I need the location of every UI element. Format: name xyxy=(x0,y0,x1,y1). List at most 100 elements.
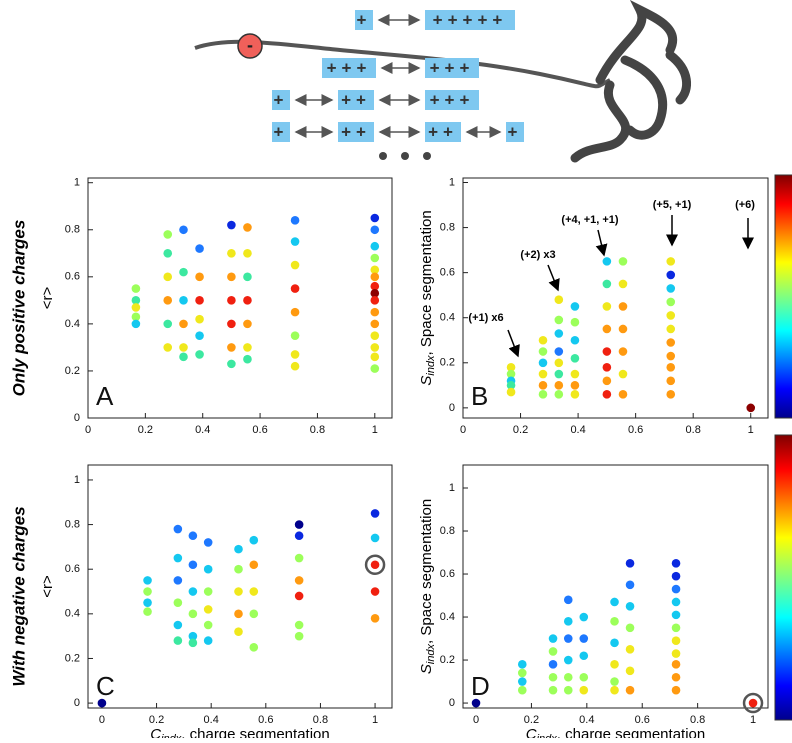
data-point xyxy=(370,343,380,352)
axis-label: Cindx, charge segmentation xyxy=(526,726,705,738)
annotation: (+4, +1, +1) xyxy=(561,214,619,226)
data-point xyxy=(370,613,380,623)
data-point xyxy=(195,244,204,253)
data-point xyxy=(602,362,612,372)
data-point xyxy=(579,634,589,643)
annotation: (+1) x6 xyxy=(468,312,503,324)
y-tick-label: 0 xyxy=(74,412,80,424)
data-point xyxy=(538,390,548,399)
axis-label-part: C xyxy=(150,726,161,738)
data-point xyxy=(370,307,380,317)
plot-frame xyxy=(462,177,769,419)
x-tick-label: 0.6 xyxy=(635,714,650,726)
x-tick-label: 0.6 xyxy=(252,424,267,436)
data-point xyxy=(370,265,380,275)
data-point xyxy=(610,677,619,686)
x-tick-label: 1 xyxy=(372,714,378,726)
x-tick-label: 0.4 xyxy=(570,424,585,436)
data-point xyxy=(195,331,204,340)
plot-frame xyxy=(87,464,393,709)
y-tick-label: 0.6 xyxy=(440,267,455,279)
data-point xyxy=(370,281,380,291)
data-point xyxy=(570,353,580,363)
data-point xyxy=(234,627,243,636)
charge-text: +++ xyxy=(430,58,475,77)
x-tick-label: 0.2 xyxy=(149,714,164,726)
x-tick-label: 0.2 xyxy=(138,424,153,436)
data-point xyxy=(370,364,380,373)
charge-block xyxy=(425,58,479,78)
data-point xyxy=(563,617,573,626)
data-point xyxy=(746,403,756,413)
panel-letter: C xyxy=(96,671,115,701)
data-point xyxy=(294,553,304,563)
data-point xyxy=(563,634,573,643)
data-point xyxy=(188,631,198,641)
data-point xyxy=(227,272,236,282)
data-point xyxy=(290,237,300,246)
data-point xyxy=(370,509,380,518)
data-point xyxy=(471,698,481,708)
data-point xyxy=(666,311,676,320)
data-point xyxy=(666,390,676,399)
data-point xyxy=(163,272,173,282)
data-point xyxy=(579,685,589,695)
data-point xyxy=(294,631,304,641)
negative-charge xyxy=(237,33,263,59)
data-point xyxy=(666,362,676,372)
x-tick-label: 0 xyxy=(99,714,105,726)
y-tick-label: 1 xyxy=(449,176,455,188)
data-point xyxy=(227,296,236,305)
data-point xyxy=(179,267,188,277)
data-point xyxy=(506,362,516,372)
data-point xyxy=(610,638,619,648)
data-point xyxy=(370,587,380,596)
charge-text: ++ xyxy=(341,122,371,141)
data-point xyxy=(602,324,612,334)
x-tick-label: 0.4 xyxy=(579,714,594,726)
row-label: Only positive charges xyxy=(9,220,28,397)
charge-block xyxy=(338,122,374,142)
x-tick-label: 0.6 xyxy=(628,424,643,436)
data-point xyxy=(234,609,243,619)
data-point xyxy=(570,381,580,390)
data-point xyxy=(243,272,252,282)
data-point xyxy=(249,535,259,545)
data-point xyxy=(625,623,635,633)
charge-text: + xyxy=(274,122,289,141)
axis-label-part: C xyxy=(526,726,537,738)
data-point xyxy=(290,331,300,340)
data-point xyxy=(143,607,152,616)
data-point xyxy=(548,634,558,643)
data-point xyxy=(610,617,619,626)
axis-label-part: S xyxy=(418,664,435,674)
data-point xyxy=(610,597,619,607)
data-point xyxy=(506,369,516,379)
charge-text: +++ xyxy=(430,90,475,109)
data-point xyxy=(625,580,635,590)
plot-frame xyxy=(462,464,769,709)
data-point xyxy=(563,672,573,682)
data-point xyxy=(618,279,628,289)
data-point xyxy=(243,223,252,232)
data-point xyxy=(570,317,580,327)
x-tick-label: 0.8 xyxy=(686,424,701,436)
data-point xyxy=(554,329,564,338)
data-point xyxy=(666,338,676,347)
data-point xyxy=(517,677,527,686)
data-point xyxy=(618,390,628,399)
y-tick-label: 1 xyxy=(449,482,455,494)
data-point xyxy=(179,343,188,352)
charge-text: + xyxy=(508,122,523,141)
data-point xyxy=(163,248,173,258)
data-point xyxy=(538,369,548,379)
data-point xyxy=(517,668,527,678)
data-point xyxy=(554,315,564,325)
data-point xyxy=(538,335,548,345)
y-tick-label: 0.4 xyxy=(440,611,455,623)
charge-text: +++ xyxy=(327,58,372,77)
data-point xyxy=(234,544,243,554)
axis-label-part: indx xyxy=(425,643,437,664)
y-tick-label: 1 xyxy=(74,177,80,189)
data-point xyxy=(203,564,213,574)
